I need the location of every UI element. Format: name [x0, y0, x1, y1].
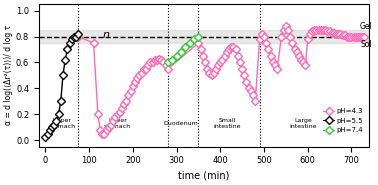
- Text: Sol: Sol: [360, 40, 372, 49]
- Legend: pH=4.3, pH=5.5, pH=7.4: pH=4.3, pH=5.5, pH=7.4: [321, 105, 366, 136]
- X-axis label: time (min): time (min): [178, 171, 229, 181]
- Text: Large
intestine: Large intestine: [290, 118, 317, 129]
- Y-axis label: α = d log(⟨Δr²(τ)⟩)/ d log τ: α = d log(⟨Δr²(τ)⟩)/ d log τ: [4, 25, 13, 125]
- Text: Gel: Gel: [360, 22, 373, 31]
- Text: Duodenum: Duodenum: [164, 121, 198, 126]
- Text: Upper
stomach: Upper stomach: [48, 118, 76, 129]
- Text: Small
intestine: Small intestine: [213, 118, 240, 129]
- Text: Lower
stomach: Lower stomach: [104, 118, 131, 129]
- Text: n: n: [102, 30, 109, 40]
- Bar: [39, 30, 369, 43]
